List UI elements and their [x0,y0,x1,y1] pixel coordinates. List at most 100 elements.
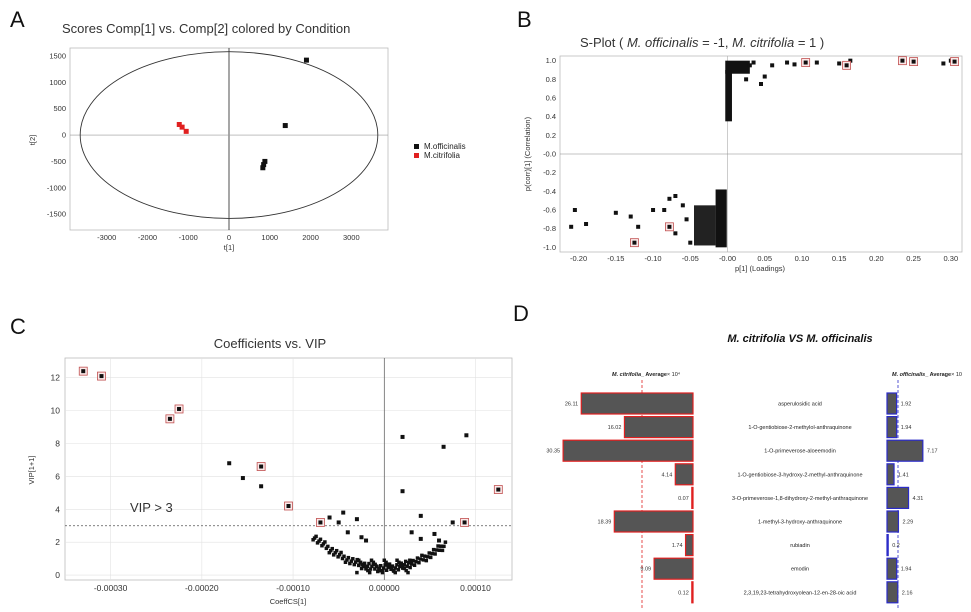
s-plot-marker [630,239,638,247]
vip-point [227,461,231,465]
s-plot-point [752,61,756,65]
legend-label-officinalis: M.officinalis [424,142,466,151]
panel-b-ytick: -1.0 [543,243,556,252]
right-column-header: M. officinalis_ Average× 10 [892,372,962,378]
s-plot-marker [843,61,851,69]
panel-a-ylabel: t[2] [28,135,37,145]
panel-c-ytick: 6 [55,471,60,481]
citrifolia-bar-value: 9.09 [640,567,651,573]
s-plot-point [662,208,666,212]
vip-point [385,568,389,572]
s-plot-point [667,197,671,201]
panel-a-ytick: 1500 [49,51,66,60]
vip-point [419,514,423,518]
officinalis-bar [887,440,923,461]
panel-a-xtick: 2000 [302,233,319,242]
panel-b: B S-Plot ( M. officinalis = -1, M. citri… [517,7,962,273]
panel-c-ylabel: VIP[1+1] [27,456,36,485]
vip-marker-dot [287,504,291,508]
category-label: asperulosidic acid [778,402,822,408]
category-label: 1-O-primeverose-aloeemodin [764,449,836,455]
category-label: 1-O-gentiobiose-3-hydroxy-2-methyl-anthr… [737,472,862,478]
panel-a-xtick: 3000 [343,233,360,242]
citrifolia-bar [624,417,693,438]
vip-marker-dot [318,520,322,524]
citrifolia-bar [675,464,693,485]
officinalis-bar [887,464,894,485]
s-plot-point [584,222,588,226]
panel-b-label: B [517,7,532,32]
panel-c-xtick: 0.00010 [460,583,491,593]
vip-marker-dot [259,465,263,469]
panel-b-ytick: 0.2 [546,131,556,140]
panel-c-ytick: 0 [55,570,60,580]
citrifolia-bar-value: 4.14 [662,472,673,478]
panel-c-ytick: 10 [51,406,61,416]
panel-a-ytick: 1000 [49,78,66,87]
citrifolia-bar-value: 16.02 [608,425,622,431]
vip-point [464,433,468,437]
panel-c-xlabel: CoeffCS[1] [270,597,307,606]
s-plot-marker-dot [953,60,957,64]
panel-b-title: S-Plot ( M. officinalis = -1, M. citrifo… [580,35,824,50]
vip-point [408,566,412,570]
vip-point [314,535,318,539]
s-plot-point [770,63,774,67]
vip-point [323,540,327,544]
left-column-header: M. citrifolia_ Average× 10⁴ [612,371,681,378]
panel-a-xlabel: t[1] [224,243,234,252]
s-plot-marker [802,59,810,67]
panel-a-ytick: -500 [51,157,66,166]
citrifolia-bar-value: 0.07 [678,496,689,502]
category-label: emodin [791,567,809,573]
panel-a-ytick: -1000 [47,183,66,192]
panel-b-xtick: 0.25 [906,254,921,263]
score-point [260,165,265,170]
s-plot-point [614,211,618,215]
vip-point [326,545,330,549]
vip-point [364,539,368,543]
s-plot-point [941,61,945,65]
panel-a-ytick: 500 [53,104,66,113]
panel-b-xtick: -0.00 [719,254,736,263]
category-label: 1-O-gentiobiose-2-methylol-anthraquinone [748,425,851,431]
officinalis-bar [887,582,898,603]
vip-point [330,547,334,551]
vip-point [419,537,423,541]
citrifolia-bar-value: 30.35 [546,449,560,455]
s-plot-marker-dot [912,60,916,64]
s-plot-point [688,241,692,245]
panel-c-xtick: -0.00030 [94,583,128,593]
panel-b-ytick: -0.8 [543,224,556,233]
citrifolia-bar [692,582,693,603]
s-plot-marker-dot [845,63,849,67]
panel-b-xtick: 0.15 [832,254,847,263]
vip-point [442,445,446,449]
panel-c-title: Coefficients vs. VIP [214,336,326,351]
panel-c-ytick: 4 [55,504,60,514]
vip-point [441,549,445,553]
panel-b-ytick: 0.4 [546,112,556,121]
s-plot-marker [910,58,918,66]
citrifolia-bar-value: 0.12 [678,590,689,596]
citrifolia-bar-value: 1.74 [672,543,683,549]
vip-point [444,540,448,544]
vip-point [339,551,343,555]
vip-marker-dot [81,369,85,373]
vip-point [328,516,332,520]
s-plot-marker [665,223,673,231]
citrifolia-bar [686,535,693,556]
vip-point [401,435,405,439]
vip-point [319,538,323,542]
legend-swatch-officinalis [414,144,419,149]
officinalis-bar [887,535,888,556]
citrifolia-bar-value: 26.11 [565,402,578,408]
s-plot-marker-dot [804,61,808,65]
vip-point [451,520,455,524]
officinalis-bar-value: 1.41 [898,472,909,478]
panel-b-ytick: 0.6 [546,94,556,103]
vip-point [437,539,441,543]
panel-c-xtick: -0.00010 [276,583,310,593]
vip-point [381,571,385,575]
panel-c-xtick: 0.00000 [369,583,400,593]
